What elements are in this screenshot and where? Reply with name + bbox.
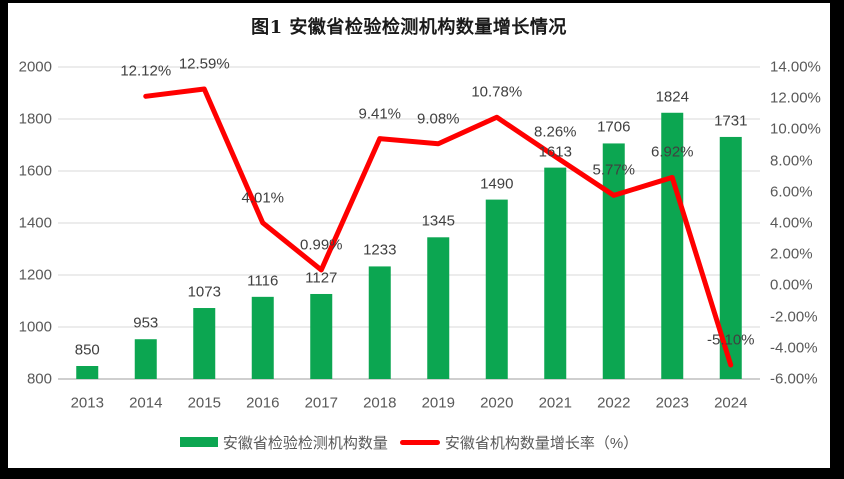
legend-line-swatch-icon bbox=[399, 439, 440, 445]
chart-title: 图1 安徽省检验检测机构数量增长情况 bbox=[251, 17, 567, 38]
legend-bar-label: 安徽省检验检测机构数量 bbox=[222, 434, 388, 452]
legend-line-label: 安徽省机构数量增长率（%） bbox=[444, 434, 639, 452]
legend: 安徽省检验检测机构数量 安徽省机构数量增长率（%） bbox=[58, 431, 760, 453]
chart-background bbox=[8, 3, 830, 468]
legend-bar-swatch-icon bbox=[179, 437, 218, 447]
